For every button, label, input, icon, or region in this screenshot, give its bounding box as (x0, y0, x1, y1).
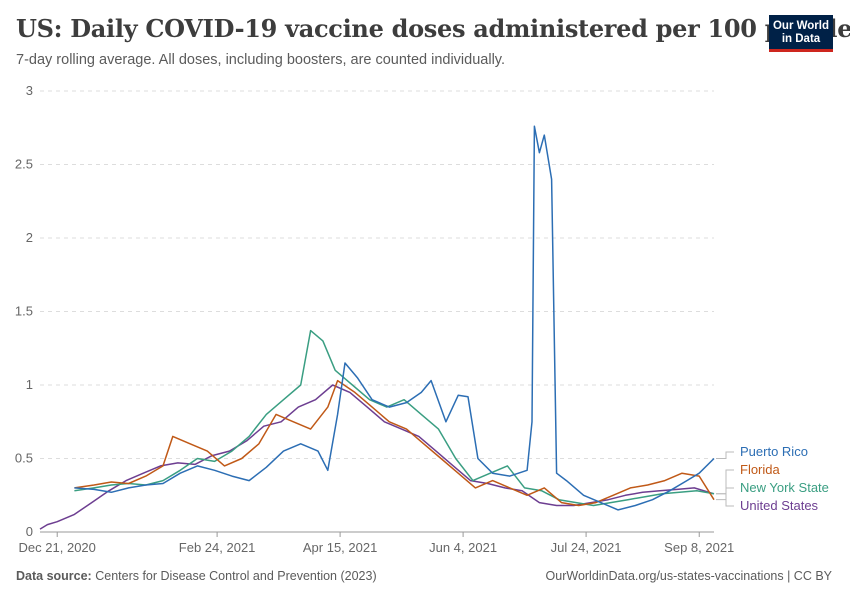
legend-label-united-states[interactable]: United States (740, 498, 819, 513)
x-tick-label: Apr 15, 2021 (303, 540, 377, 555)
y-tick-label: 0 (26, 524, 33, 539)
legend-label-new-york-state[interactable]: New York State (740, 480, 829, 495)
legend-label-puerto-rico[interactable]: Puerto Rico (740, 444, 808, 459)
footer-url[interactable]: OurWorldinData.org/us-states-vaccination… (545, 569, 832, 583)
legend-label-florida[interactable]: Florida (740, 462, 781, 477)
owid-logo[interactable]: Our World in Data (769, 15, 833, 52)
series-lines (39, 125, 715, 530)
x-tick-label: Feb 24, 2021 (179, 540, 256, 555)
x-tick-label: Sep 8, 2021 (664, 540, 734, 555)
y-tick-label: 2 (26, 230, 33, 245)
source-label: Data source: (16, 569, 92, 583)
source-text: Centers for Disease Control and Preventi… (95, 569, 377, 583)
legend-connector (716, 451, 734, 459)
chart-subtitle: 7-day rolling average. All doses, includ… (16, 52, 505, 68)
footer-source: Data source: Centers for Disease Control… (16, 569, 377, 583)
x-tick-label: Jun 4, 2021 (429, 540, 497, 555)
chart-title: US: Daily COVID-19 vaccine doses adminis… (16, 14, 850, 43)
legend-connector (716, 487, 734, 495)
y-tick-label: 2.5 (15, 157, 33, 172)
x-axis-ticks: Dec 21, 2020 Feb 24, 2021 Apr 15, 2021 Jun … (19, 532, 734, 555)
grid-lines (40, 90, 714, 533)
y-tick-label: 1 (26, 377, 33, 392)
legend-connector (716, 469, 734, 501)
y-tick-label: 1.5 (15, 304, 33, 319)
x-tick-label: Jul 24, 2021 (551, 540, 622, 555)
y-tick-label: 3 (26, 83, 33, 98)
x-tick-label: Dec 21, 2020 (19, 540, 96, 555)
series-line-florida[interactable] (74, 379, 715, 507)
logo-line-2: in Data (781, 33, 821, 45)
legend-connector (716, 493, 734, 507)
legend: Puerto Rico Florida New York State United S… (716, 444, 829, 513)
logo-line-1: Our World (772, 20, 829, 32)
y-axis-ticks: 0 0.5 1 1.5 2 2.5 3 (15, 83, 33, 539)
y-tick-label: 0.5 (15, 451, 33, 466)
series-line-puerto-rico[interactable] (74, 125, 715, 511)
